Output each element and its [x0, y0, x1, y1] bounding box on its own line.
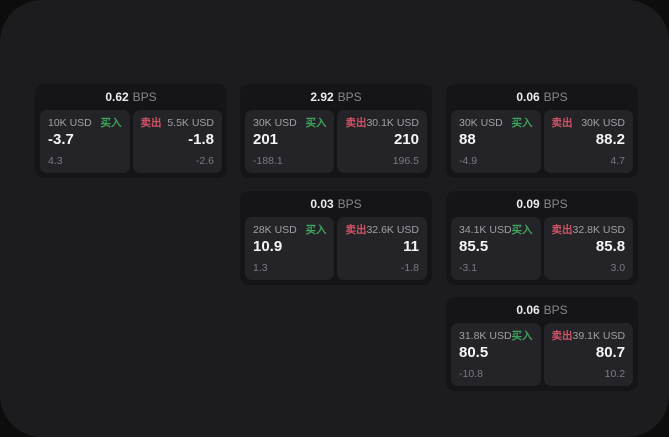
- buy-delta: 1.3: [253, 262, 268, 274]
- buy-button[interactable]: 买入: [100, 117, 122, 129]
- quote-card[interactable]: 0.62 BPS 10K USD 买入 -3.7 4.3 卖出 5.5K USD …: [35, 84, 227, 178]
- buy-panel[interactable]: 30K USD 买入 201 -188.1: [245, 110, 335, 173]
- bps-unit-label: BPS: [132, 90, 157, 104]
- bps-value: 2.92: [310, 90, 334, 104]
- bps-value: 0.06: [516, 303, 540, 317]
- sell-price: 80.7: [595, 344, 626, 361]
- buy-price: 10.9: [253, 238, 283, 255]
- buy-price: 80.5: [459, 344, 489, 361]
- buy-delta: -3.1: [459, 262, 478, 274]
- sell-amount: 30K USD: [581, 117, 625, 129]
- buy-button[interactable]: 买入: [305, 224, 327, 236]
- sell-amount: 32.8K USD: [572, 224, 626, 236]
- buy-panel[interactable]: 34.1K USD 买入 85.5 -3.1: [451, 217, 541, 280]
- quote-card[interactable]: 0.06 BPS 31.8K USD 买入 80.5 -10.8 卖出 39.1K…: [446, 297, 638, 391]
- bps-value: 0.06: [516, 90, 540, 104]
- buy-price: 88: [459, 131, 476, 148]
- sell-delta: -2.6: [195, 155, 214, 167]
- sell-button[interactable]: 卖出: [345, 117, 367, 129]
- bps-value: 0.03: [310, 197, 334, 211]
- buy-delta: -4.9: [459, 155, 478, 167]
- bps-header: 0.09 BPS: [451, 196, 633, 213]
- bps-unit-label: BPS: [337, 197, 362, 211]
- buy-panel[interactable]: 28K USD 买入 10.9 1.3: [245, 217, 335, 280]
- sell-button[interactable]: 卖出: [551, 330, 573, 342]
- bps-value: 0.62: [105, 90, 129, 104]
- sell-panel[interactable]: 卖出 30.1K USD 210 196.5: [337, 110, 427, 173]
- sell-price: -1.8: [188, 131, 214, 148]
- buy-button[interactable]: 买入: [511, 224, 533, 236]
- buy-price: 85.5: [459, 238, 489, 255]
- bps-unit-label: BPS: [337, 90, 362, 104]
- bps-unit-label: BPS: [543, 90, 568, 104]
- buy-panel[interactable]: 31.8K USD 买入 80.5 -10.8: [451, 323, 541, 386]
- buy-button[interactable]: 买入: [511, 330, 533, 342]
- sell-panel[interactable]: 卖出 39.1K USD 80.7 10.2: [543, 323, 634, 386]
- sell-price: 85.8: [595, 238, 626, 255]
- quote-card[interactable]: 0.03 BPS 28K USD 买入 10.9 1.3 卖出 32.6K USD…: [240, 191, 432, 285]
- sell-button[interactable]: 卖出: [551, 224, 573, 236]
- bps-header: 0.06 BPS: [451, 302, 633, 319]
- bps-unit-label: BPS: [543, 303, 568, 317]
- sell-panel[interactable]: 卖出 30K USD 88.2 4.7: [543, 110, 633, 173]
- buy-delta: -10.8: [459, 368, 483, 380]
- buy-amount: 28K USD: [253, 224, 297, 236]
- buy-amount: 30K USD: [253, 117, 297, 129]
- buy-amount: 10K USD: [48, 117, 92, 129]
- sell-price: 88.2: [595, 131, 625, 148]
- sell-button[interactable]: 卖出: [345, 224, 367, 236]
- buy-delta: 4.3: [48, 155, 63, 167]
- bps-value: 0.09: [516, 197, 540, 211]
- sell-button[interactable]: 卖出: [551, 117, 573, 129]
- bps-header: 0.03 BPS: [245, 196, 427, 213]
- bps-header: 0.62 BPS: [40, 89, 222, 106]
- buy-panel[interactable]: 30K USD 买入 88 -4.9: [451, 110, 541, 173]
- sell-delta: 10.2: [604, 368, 626, 380]
- sell-amount: 5.5K USD: [167, 117, 214, 129]
- sell-price: 210: [393, 131, 419, 148]
- sell-panel[interactable]: 卖出 32.6K USD 11 -1.8: [337, 217, 427, 280]
- sell-delta: 4.7: [610, 155, 625, 167]
- sell-delta: -1.8: [400, 262, 419, 274]
- bps-unit-label: BPS: [543, 197, 568, 211]
- sell-panel[interactable]: 卖出 5.5K USD -1.8 -2.6: [132, 110, 222, 173]
- buy-amount: 34.1K USD: [459, 224, 512, 236]
- buy-amount: 30K USD: [459, 117, 503, 129]
- sell-amount: 30.1K USD: [366, 117, 419, 129]
- sell-amount: 39.1K USD: [572, 330, 626, 342]
- sell-delta: 196.5: [392, 155, 419, 167]
- buy-delta: -188.1: [253, 155, 283, 167]
- sell-price: 11: [403, 238, 419, 255]
- quote-card[interactable]: 0.09 BPS 34.1K USD 买入 85.5 -3.1 卖出 32.8K …: [446, 191, 638, 285]
- buy-button[interactable]: 买入: [305, 117, 327, 129]
- buy-button[interactable]: 买入: [511, 117, 533, 129]
- buy-amount: 31.8K USD: [459, 330, 512, 342]
- bps-header: 0.06 BPS: [451, 89, 633, 106]
- buy-panel[interactable]: 10K USD 买入 -3.7 4.3: [40, 110, 130, 173]
- sell-amount: 32.6K USD: [366, 224, 419, 236]
- buy-price: -3.7: [48, 131, 74, 148]
- sell-button[interactable]: 卖出: [140, 117, 162, 129]
- sell-delta: 3.0: [610, 262, 626, 274]
- sell-panel[interactable]: 卖出 32.8K USD 85.8 3.0: [543, 217, 634, 280]
- quote-card[interactable]: 0.06 BPS 30K USD 买入 88 -4.9 卖出 30K USD 88…: [446, 84, 638, 178]
- buy-price: 201: [253, 131, 279, 148]
- bps-header: 2.92 BPS: [245, 89, 427, 106]
- quote-card[interactable]: 2.92 BPS 30K USD 买入 201 -188.1 卖出 30.1K U…: [240, 84, 432, 178]
